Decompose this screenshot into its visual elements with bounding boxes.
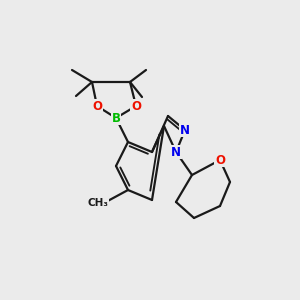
Text: N: N	[171, 146, 181, 158]
Text: O: O	[131, 100, 141, 112]
Text: N: N	[180, 124, 190, 136]
Text: CH₃: CH₃	[88, 198, 109, 208]
Text: O: O	[92, 100, 102, 112]
Text: O: O	[215, 154, 225, 166]
Text: B: B	[112, 112, 121, 124]
